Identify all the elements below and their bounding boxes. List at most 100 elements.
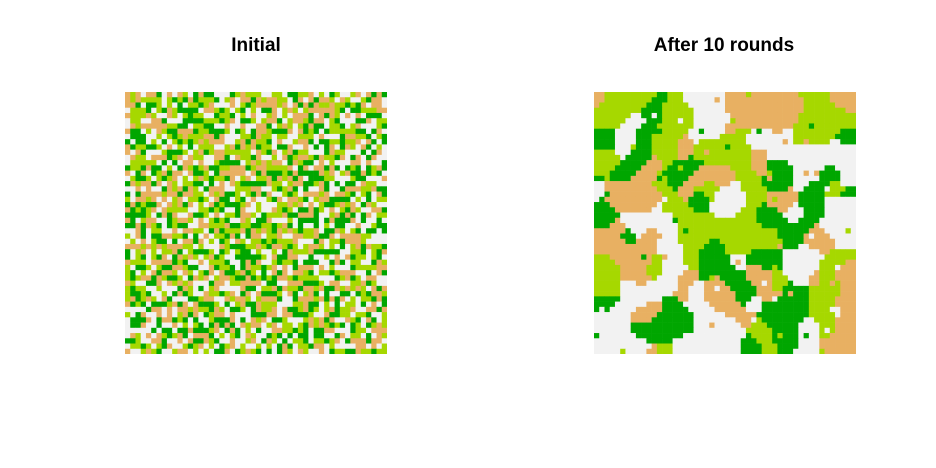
cell <box>177 291 183 297</box>
cell <box>677 285 684 292</box>
cell <box>140 160 147 166</box>
cell <box>125 191 131 198</box>
cell <box>850 191 856 198</box>
cell <box>641 254 647 260</box>
cell <box>166 181 173 187</box>
cell <box>193 280 199 287</box>
cell <box>735 196 742 203</box>
cell <box>730 133 736 140</box>
cell <box>355 160 362 166</box>
cell <box>635 259 642 266</box>
cell <box>208 149 215 156</box>
cell <box>287 165 293 171</box>
cell <box>646 112 652 119</box>
cell <box>360 191 367 198</box>
cell <box>224 149 231 156</box>
cell <box>651 228 658 234</box>
cell <box>808 270 815 276</box>
cell <box>630 149 637 156</box>
cell <box>177 102 183 109</box>
cell <box>177 170 183 177</box>
cell <box>156 118 162 124</box>
cell <box>594 296 600 302</box>
cell <box>224 338 231 344</box>
cell <box>308 102 314 109</box>
cell <box>725 160 731 166</box>
cell <box>140 228 147 234</box>
cell <box>151 223 157 229</box>
cell <box>140 249 147 255</box>
cell <box>662 254 668 260</box>
cell <box>130 170 136 177</box>
cell <box>740 102 747 109</box>
cell <box>287 170 293 177</box>
cell <box>250 133 257 140</box>
cell <box>187 233 194 240</box>
cell <box>646 92 652 98</box>
cell <box>345 259 351 266</box>
cell <box>793 285 799 292</box>
cell <box>130 338 136 344</box>
cell <box>266 196 273 203</box>
cell <box>229 306 236 313</box>
cell <box>203 317 210 323</box>
cell <box>625 186 631 192</box>
cell <box>345 186 351 192</box>
cell <box>203 112 210 119</box>
cell <box>662 275 668 281</box>
cell <box>850 123 856 129</box>
cell <box>360 149 367 156</box>
cell <box>360 212 367 219</box>
cell <box>599 207 605 213</box>
cell <box>625 202 631 208</box>
cell <box>803 175 810 182</box>
cell <box>803 338 810 344</box>
cell <box>620 285 626 292</box>
cell <box>614 312 621 318</box>
cell <box>735 191 742 198</box>
cell <box>620 144 626 150</box>
cell <box>355 92 362 98</box>
cell <box>845 154 852 161</box>
cell <box>135 118 142 124</box>
cell <box>381 139 387 145</box>
cell <box>635 223 642 229</box>
cell <box>793 160 799 166</box>
cell <box>366 149 372 156</box>
cell <box>761 312 768 318</box>
cell <box>808 102 815 109</box>
cell <box>245 139 252 145</box>
cell <box>599 139 605 145</box>
cell <box>814 322 820 329</box>
cell <box>308 223 314 229</box>
cell <box>203 327 210 334</box>
cell <box>214 317 220 323</box>
cell <box>651 92 658 98</box>
cell <box>156 133 162 140</box>
cell <box>208 333 215 339</box>
cell <box>313 243 320 250</box>
cell <box>740 228 747 234</box>
cell <box>693 333 700 339</box>
cell <box>651 123 658 129</box>
cell <box>130 186 136 192</box>
cell <box>677 333 684 339</box>
cell <box>381 264 387 271</box>
cell <box>339 139 346 145</box>
cell <box>719 270 726 276</box>
cell <box>630 186 637 192</box>
cell <box>366 327 372 334</box>
cell <box>594 149 600 156</box>
cell <box>214 133 220 140</box>
cell <box>787 175 794 182</box>
cell <box>145 149 152 156</box>
cell <box>355 301 362 308</box>
cell <box>360 322 367 329</box>
cell <box>240 118 246 124</box>
cell <box>224 249 231 255</box>
cell <box>761 212 768 219</box>
cell <box>662 207 668 213</box>
cell <box>599 233 605 240</box>
cell <box>324 102 330 109</box>
cell <box>182 338 189 344</box>
